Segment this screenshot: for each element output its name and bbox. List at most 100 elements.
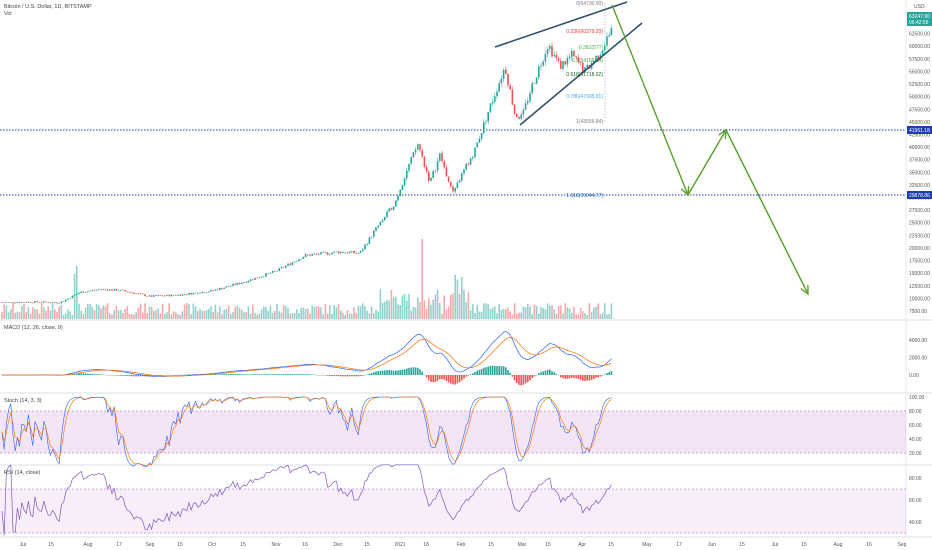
macd-histogram-bar — [588, 375, 591, 381]
candle-body — [450, 181, 452, 187]
candle-body — [425, 166, 428, 172]
macd-histogram-bar — [221, 374, 223, 375]
macd-histogram-bar — [516, 375, 518, 384]
macd-histogram-bar — [135, 375, 137, 377]
macd-histogram-bar — [342, 375, 344, 377]
volume-bar — [159, 313, 162, 319]
rsi-pane: 80.00 60.00 40.00 — [0, 464, 922, 536]
wedge-lower-trendline[interactable] — [519, 22, 643, 126]
candle-body — [518, 116, 520, 119]
macd-histogram-bar — [463, 375, 465, 379]
volume-bar — [307, 308, 309, 319]
macd-histogram-bar — [351, 375, 353, 377]
time-tick-label: Jun — [708, 542, 716, 548]
volume-bar — [417, 297, 419, 319]
macd-histogram-bar — [410, 367, 412, 375]
volume-bar — [322, 314, 324, 319]
candle-body — [500, 78, 503, 84]
macd-histogram-bar — [399, 370, 401, 375]
macd-histogram-bar — [586, 375, 588, 381]
volume-bar — [456, 279, 459, 319]
volume-bar — [89, 304, 91, 319]
volume-bar — [362, 303, 364, 319]
macd-histogram-bar — [524, 375, 527, 384]
candle-body — [304, 254, 307, 257]
price-axis[interactable]: 65000.0062500.0060000.0057500.0055000.00… — [909, 19, 930, 315]
macd-histogram-bar — [331, 375, 333, 377]
candle-body — [463, 169, 465, 174]
macd-histogram-bar — [538, 373, 540, 375]
macd-histogram-bar — [546, 369, 549, 375]
time-axis[interactable]: Jul 15 Aug 17 Sep 15 Oct 15 Nov 16 Dec 15 2021 18 Feb 1… — [20, 542, 907, 548]
time-tick-label: Dec — [334, 542, 343, 548]
volume-bar — [370, 306, 373, 319]
candle-body — [155, 295, 157, 296]
volume-bar — [76, 265, 78, 319]
price-tick-label: 52500.00 — [909, 82, 930, 88]
fib-level-label: 1.618(29044.77) — [566, 193, 603, 199]
volume-bar — [597, 303, 599, 319]
arrow-head-up[interactable] — [718, 128, 727, 140]
volume-bar — [505, 309, 507, 319]
candle-body — [362, 249, 364, 252]
volume-bar — [467, 292, 470, 319]
candle-body — [318, 254, 320, 255]
price-tick-label: 62500.00 — [909, 32, 930, 38]
time-tick-label: Sep — [146, 542, 155, 548]
macd-histogram-bar — [509, 372, 511, 375]
volume-label: Vol — [4, 11, 12, 17]
volume-bar — [309, 313, 311, 319]
macd-histogram-bar — [439, 375, 441, 380]
macd-histogram-bar — [302, 374, 305, 375]
candle-body — [406, 170, 408, 179]
volume-bar — [436, 289, 439, 319]
projection-arrows[interactable] — [611, 4, 809, 296]
arrow-head-down-1[interactable] — [680, 185, 690, 197]
macd-histogram-bar — [355, 375, 357, 377]
candle-body — [102, 289, 104, 290]
volume-bar — [106, 303, 109, 319]
candle-body — [395, 200, 397, 207]
volume-bar — [346, 310, 349, 319]
volume-bar — [443, 295, 445, 319]
volume-bar — [111, 314, 113, 319]
volume-bar — [562, 313, 564, 319]
fibonacci-retracement[interactable]: 0(64730.00) 0.236(60379.20) 0.382(57?) 0.5(… — [566, 1, 606, 199]
volume-bar — [197, 311, 199, 319]
stoch-tick-label: 40.00 — [909, 437, 922, 443]
macd-histogram-bar — [225, 374, 228, 375]
price-tick-label: 27500.00 — [909, 208, 930, 214]
candle-body — [381, 220, 384, 222]
volume-bar — [601, 312, 604, 319]
volume-bar — [40, 303, 43, 319]
volume-bar — [571, 312, 573, 319]
volume-bar — [522, 306, 525, 319]
candle-body — [254, 277, 256, 280]
candle-body — [219, 288, 221, 291]
time-tick-label: 16 — [302, 542, 308, 548]
time-tick-label: 15 — [240, 542, 246, 548]
volume-bar — [278, 311, 280, 319]
arrow-head-down-2[interactable] — [800, 284, 809, 296]
macd-histogram-bar — [498, 366, 500, 375]
candle-body — [258, 277, 261, 279]
stoch-band — [0, 411, 906, 453]
volume-bar — [318, 306, 320, 319]
price-tick-label: 50000.00 — [909, 95, 930, 101]
volume-bar — [243, 312, 245, 319]
candle-body — [564, 61, 566, 65]
volume-bar — [58, 306, 60, 319]
macd-histogram-bar — [476, 370, 478, 375]
candle-body — [454, 188, 456, 192]
candle-body — [238, 282, 241, 284]
candle-body — [487, 112, 489, 122]
candle-body — [344, 252, 346, 254]
macd-histogram-bar — [265, 374, 267, 375]
macd-histogram-bar — [346, 375, 349, 377]
candle-body — [82, 291, 85, 293]
candle-body — [126, 291, 129, 293]
volume-bar — [333, 305, 335, 319]
wedge-upper-trendline[interactable] — [494, 1, 628, 48]
projection-path[interactable] — [611, 4, 809, 295]
